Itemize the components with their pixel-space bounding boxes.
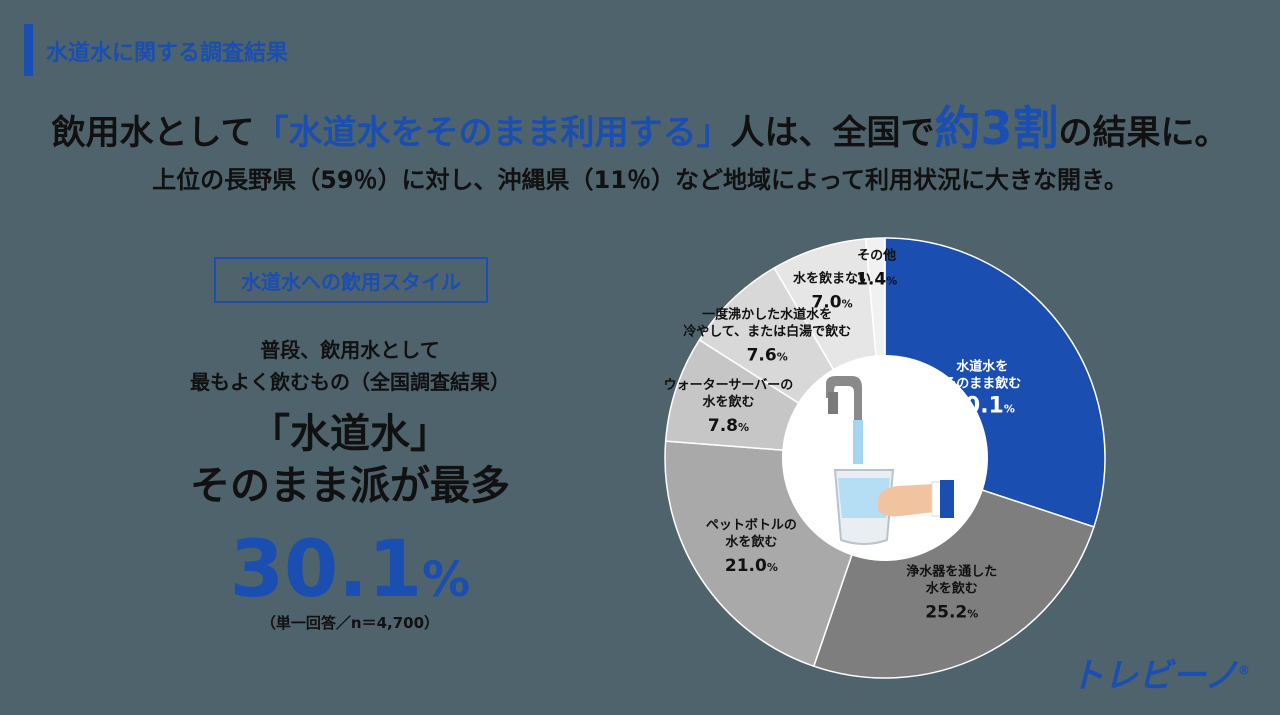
headline-part3: 人は、全国で	[730, 113, 935, 153]
big-percentage-unit: %	[422, 552, 471, 608]
slice-value-5: 7.6%	[747, 345, 788, 365]
sample-note: （単一回答／n＝4,700）	[260, 614, 440, 632]
slice-value-6: 7.0%	[811, 293, 852, 313]
style-box-label: 水道水への飲用スタイル	[214, 257, 488, 303]
section-label: 水道水に関する調査結果	[46, 41, 289, 66]
slice-label-2-line-1: 浄水器を通した	[906, 563, 997, 579]
chart-labels: 水道水をそのまま飲む30.1%浄水器を通した水を飲む25.2%ペットボトルの水を…	[664, 248, 1022, 623]
slice-label-3-line-2: 水を飲む	[725, 534, 777, 550]
water-in-glass-icon	[838, 478, 890, 518]
slice-value-2: 25.2%	[925, 602, 978, 622]
sleeve-icon	[940, 480, 954, 518]
section-accent-bar	[24, 24, 33, 76]
slice-value-1: 30.1%	[950, 394, 1015, 419]
hand-icon	[878, 484, 934, 517]
water-stream-icon	[853, 420, 863, 464]
claim-line-1: 「水道水」	[250, 411, 450, 457]
headline-part5: の結果に。	[1058, 113, 1229, 153]
description-line-1: 普段、飲用水として	[260, 338, 440, 362]
headline: 飲用水として「水道水をそのまま利用する」人は、全国で約3割の結果に。	[0, 92, 1280, 158]
claim-line-2: そのまま派が最多	[190, 463, 510, 509]
big-percentage-value: 30.1	[229, 525, 423, 615]
headline-part1: 飲用水として	[51, 113, 255, 153]
slice-label-4-line-1: ウォーターサーバーの	[664, 378, 794, 393]
slice-label-1-line-2: そのまま飲む	[943, 376, 1021, 392]
slice-label-6-line-1: 水を飲まない	[793, 271, 871, 287]
slice-label-4-line-2: 水を飲む	[702, 394, 754, 410]
faucet-handle-icon	[828, 392, 838, 414]
slice-label-2-line-2: 水を飲む	[926, 580, 978, 596]
slice-label-1-line-1: 水道水を	[956, 359, 1008, 375]
faucet-glass-illustration	[826, 376, 954, 545]
slice-value-4: 7.8%	[708, 416, 749, 436]
brand-name: トレビーノ	[1070, 656, 1238, 696]
description-line-2: 最もよく飲むもの（全国調査結果）	[190, 370, 510, 394]
headline-part2: 「水道水をそのまま利用する」	[254, 113, 731, 153]
slice-label-5-line-2: 冷やして、または白湯で飲む	[683, 323, 851, 339]
brand-registered-mark: ®	[1238, 663, 1250, 678]
slice-label-5-line-1: 一度沸かした水道水を	[702, 306, 832, 322]
slice-value-3: 21.0%	[725, 556, 778, 576]
headline-part4: 約3割	[934, 101, 1059, 155]
slice-label-3-line-1: ペットボトルの	[706, 517, 797, 533]
faucet-icon	[826, 376, 862, 420]
big-percentage: 30.1%	[130, 525, 570, 615]
subheadline: 上位の長野県（59％）に対し、沖縄県（11％）など地域によって利用状況に大きな開…	[152, 166, 1128, 194]
slice-value-7: 1.4%	[856, 270, 897, 290]
brand-logo: トレビーノ®	[1070, 648, 1250, 697]
slice-label-7-line-1: その他	[857, 248, 896, 264]
